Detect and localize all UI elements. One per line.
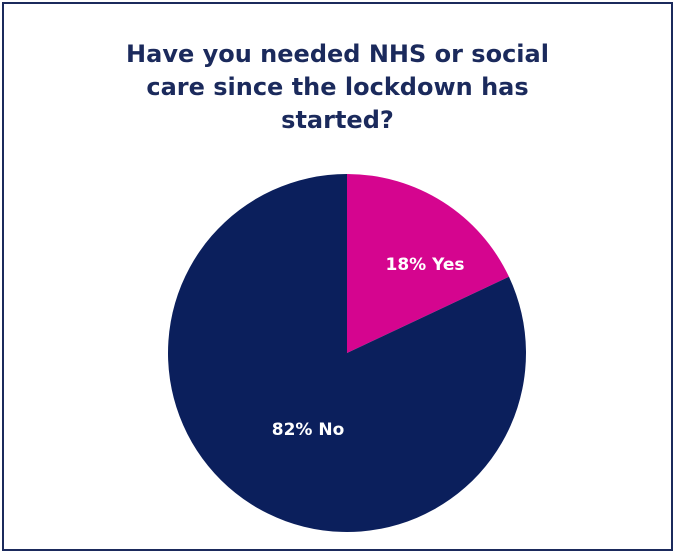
- chart-title: Have you needed NHS or social care since…: [4, 38, 671, 137]
- pie-label-no: 82% No: [272, 420, 345, 440]
- pie-label-yes: 18% Yes: [385, 255, 464, 275]
- pie-slice-yes: [347, 174, 509, 353]
- chart-title-text: Have you needed NHS or social care since…: [126, 40, 549, 134]
- pie-slice-no: [168, 174, 526, 532]
